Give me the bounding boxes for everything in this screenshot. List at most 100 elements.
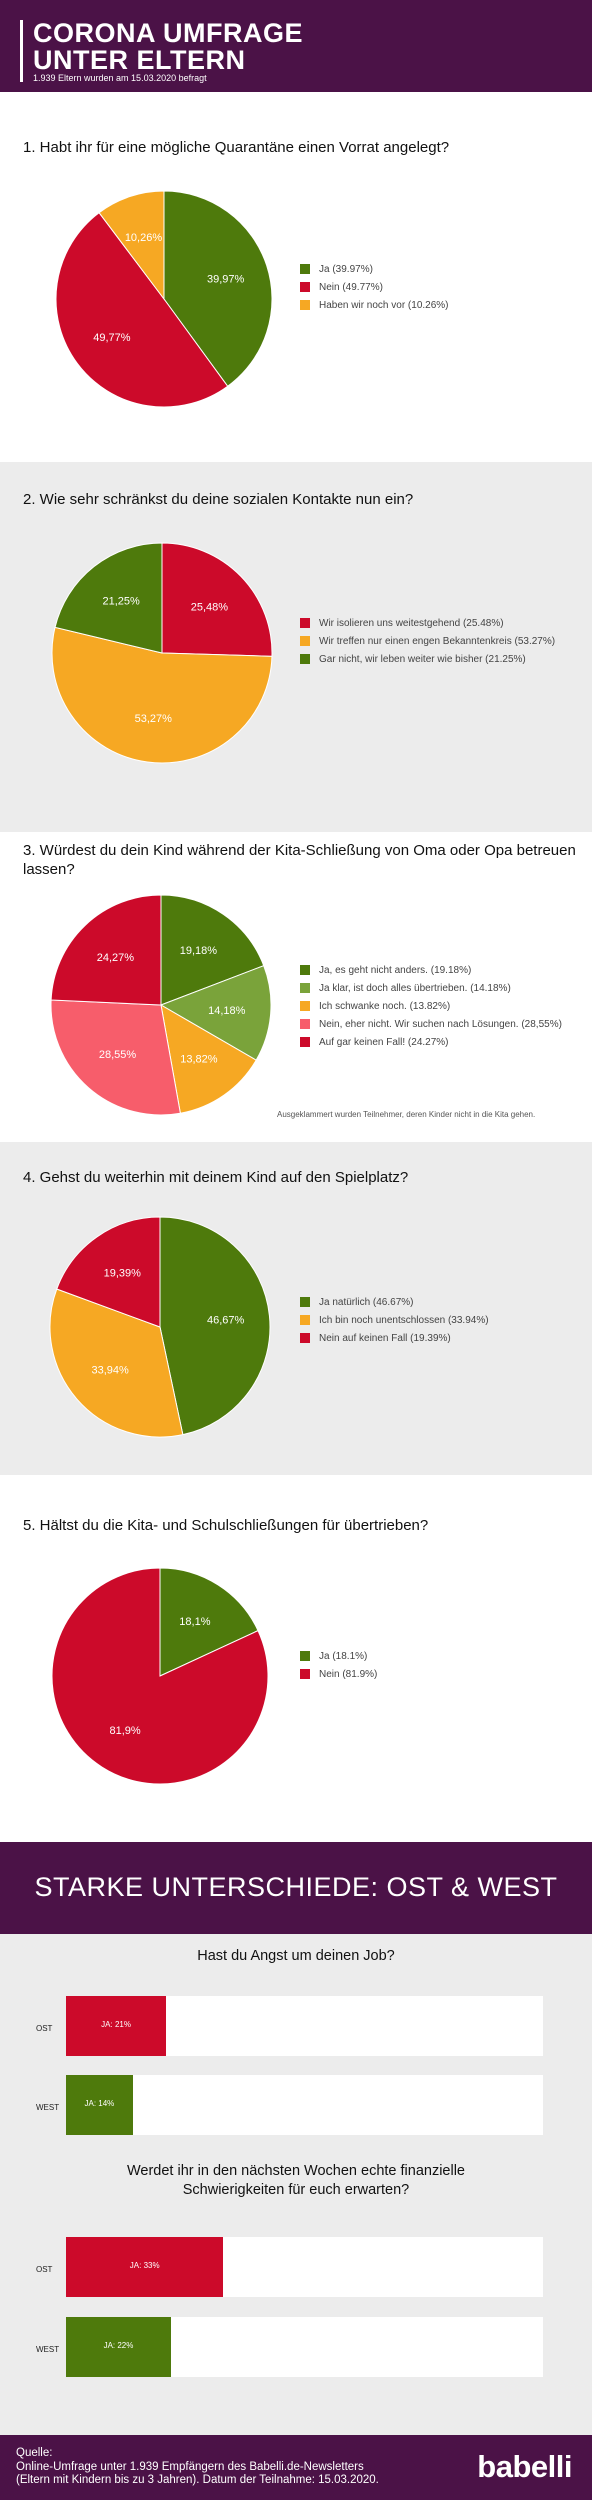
- pie-slice-1-3: [98, 190, 165, 301]
- question-4-title: 4. Gehst du weiterhin mit deinem Kind au…: [23, 1169, 409, 1186]
- legend-swatch: [300, 264, 310, 274]
- pie-slice-1-2: [55, 211, 229, 408]
- legend-item-2-1: Wir isolieren uns weitestgehend (25.48%): [300, 616, 555, 630]
- legend-swatch: [300, 1297, 310, 1307]
- legend-label: Nein, eher nicht. Wir suchen nach Lösung…: [319, 1018, 562, 1030]
- legend-label: Ja (39.97%): [319, 263, 373, 275]
- legend-item-3-1: Ja, es geht nicht anders. (19.18%): [300, 963, 562, 977]
- legend-label: Nein (81.9%): [319, 1668, 378, 1680]
- footer: Quelle: Online-Umfrage unter 1.939 Empfä…: [0, 2435, 592, 2500]
- bar-label-west-2: WEST: [36, 2345, 60, 2354]
- bar-value-west-1: JA: 14%: [84, 2099, 115, 2108]
- bar-west-job-fear: JA: 14%: [66, 2075, 133, 2135]
- header-accent-bar: [20, 20, 23, 82]
- bar-value-ost-1: JA: 21%: [101, 2020, 131, 2029]
- legend-item-1-1: Ja (39.97%): [300, 262, 449, 276]
- legend-swatch: [300, 654, 310, 664]
- pie-chart-q5: 18,1% 81,9%: [51, 1567, 269, 1785]
- legend-q2: Wir isolieren uns weitestgehend (25.48%)…: [300, 616, 555, 670]
- page-subtitle: 1.939 Eltern wurden am 15.03.2020 befrag…: [33, 73, 207, 83]
- source-label: Quelle:: [16, 2447, 53, 2459]
- legend-swatch: [300, 1315, 310, 1325]
- comparison-question-1: Hast du Angst um deinen Job?: [197, 1948, 395, 1964]
- pie-value-label-2-2: 53,27%: [135, 713, 173, 725]
- source-line-2: (Eltern mit Kindern bis zu 3 Jahren). Da…: [16, 2474, 379, 2486]
- comparison-question-2: Werdet ihr in den nächsten Wochen echte …: [126, 2163, 465, 2198]
- source-line-1: Online-Umfrage unter 1.939 Empfängern de…: [16, 2460, 364, 2473]
- pie-chart-q3: 19,18% 14,18% 13,82% 28,55% 24,27%: [50, 894, 272, 1116]
- legend-swatch: [300, 300, 310, 310]
- pie-value-label-4-1: 46,67%: [207, 1315, 245, 1327]
- legend-item-4-2: Ich bin noch unentschlossen (33.94%): [300, 1313, 489, 1327]
- bar-label-ost-1: OST: [36, 2024, 53, 2033]
- section-q3: 3. Würdest du dein Kind während der Kita…: [0, 832, 592, 1142]
- pie-value-label-1-1: 39,97%: [207, 273, 245, 285]
- pie-slice-1-1: [163, 190, 273, 387]
- pie-value-label-1-2: 49,77%: [93, 332, 131, 344]
- pie-value-label-3-2: 14,18%: [208, 1005, 246, 1017]
- question-2-title: 2. Wie sehr schränkst du deine sozialen …: [23, 491, 414, 508]
- pie-value-label-3-4: 28,55%: [99, 1049, 137, 1061]
- bar-label-west-1: WEST: [36, 2103, 60, 2112]
- section-q5: 5. Hältst du die Kita- und Schulschließu…: [0, 1475, 592, 1842]
- legend-q3: Ja, es geht nicht anders. (19.18%) Ja kla…: [300, 963, 562, 1053]
- section-q4: 4. Gehst du weiterhin mit deinem Kind au…: [0, 1142, 592, 1475]
- pie-slice-2-2: [51, 626, 273, 764]
- legend-label: Haben wir noch vor (10.26%): [319, 299, 449, 311]
- legend-q1: Ja (39.97%) Nein (49.77%) Haben wir noch v…: [300, 262, 449, 316]
- legend-q4: Ja natürlich (46.67%) Ich bin noch unents…: [300, 1295, 489, 1349]
- bar-ost-job-fear: JA: 21%: [66, 1996, 167, 2056]
- comparison-banner: STARKE UNTERSCHIEDE: OST & WEST: [0, 1842, 592, 1934]
- pie-slice-3-3: [160, 1004, 257, 1114]
- legend-label: Auf gar keinen Fall! (24.27%): [319, 1036, 449, 1048]
- legend-item-1-2: Nein (49.77%): [300, 280, 449, 294]
- babelli-logo[interactable]: babelli: [477, 2449, 572, 2484]
- legend-item-4-1: Ja natürlich (46.67%): [300, 1295, 489, 1309]
- pie-slice-4-2: [49, 1288, 184, 1438]
- pie-value-label-3-1: 19,18%: [180, 945, 218, 957]
- legend-label: Nein auf keinen Fall (19.39%): [319, 1332, 451, 1344]
- pie-slice-3-4: [50, 999, 181, 1116]
- legend-swatch: [300, 618, 310, 628]
- pie-value-label-1-3: 10,26%: [125, 232, 163, 244]
- pie-slice-3-5: [50, 894, 162, 1006]
- legend-label: Ja klar, ist doch alles übertrieben. (14…: [319, 982, 511, 994]
- pie-slice-4-3: [56, 1216, 161, 1328]
- pie-value-label-5-2: 81,9%: [110, 1725, 141, 1737]
- legend-swatch: [300, 1037, 310, 1047]
- pie-value-label-4-3: 19,39%: [104, 1267, 142, 1279]
- legend-label: Gar nicht, wir leben weiter wie bisher (…: [319, 653, 526, 665]
- legend-item-1-3: Haben wir noch vor (10.26%): [300, 298, 449, 312]
- comparison-banner-title: STARKE UNTERSCHIEDE: OST & WEST: [34, 1872, 558, 1902]
- section-q1: 1. Habt ihr für eine mögliche Quarantäne…: [0, 92, 592, 462]
- pie-slice-2-1: [161, 542, 273, 657]
- bar-ost-financial: JA: 33%: [66, 2237, 224, 2297]
- legend-item-3-4: Nein, eher nicht. Wir suchen nach Lösung…: [300, 1017, 562, 1031]
- pie-slice-2-3: [54, 542, 163, 654]
- legend-label: Ich schwanke noch. (13.82%): [319, 1000, 451, 1012]
- legend-item-2-2: Wir treffen nur einen engen Bekanntenkre…: [300, 634, 555, 648]
- legend-item-2-3: Gar nicht, wir leben weiter wie bisher (…: [300, 652, 555, 666]
- legend-item-3-5: Auf gar keinen Fall! (24.27%): [300, 1035, 562, 1049]
- title-line-2: UNTER ELTERN: [33, 45, 246, 75]
- pie-slice-3-1: [160, 894, 265, 1006]
- legend-label: Ich bin noch unentschlossen (33.94%): [319, 1314, 489, 1326]
- bar-west-financial: JA: 22%: [66, 2317, 171, 2377]
- pie-value-label-2-1: 25,48%: [191, 602, 229, 614]
- legend-item-3-2: Ja klar, ist doch alles übertrieben. (14…: [300, 981, 562, 995]
- legend-swatch: [300, 636, 310, 646]
- pie-slice-5-1: [159, 1567, 259, 1677]
- pie-chart-q2: 25,48% 53,27% 21,25%: [51, 542, 273, 764]
- legend-q5: Ja (18.1%) Nein (81.9%): [300, 1649, 377, 1685]
- legend-label: Wir isolieren uns weitestgehend (25.48%): [319, 617, 504, 629]
- title-line-1: CORONA UMFRAGE: [33, 18, 303, 48]
- legend-swatch: [300, 1001, 310, 1011]
- pie-chart-q1: 39,97% 49,77% 10,26%: [55, 190, 273, 408]
- question-5-title: 5. Hältst du die Kita- und Schulschließu…: [23, 1517, 429, 1534]
- pie-slice-4-1: [159, 1216, 271, 1436]
- legend-item-4-3: Nein auf keinen Fall (19.39%): [300, 1331, 489, 1345]
- source-text: Quelle: Online-Umfrage unter 1.939 Empfä…: [16, 2447, 456, 2488]
- pie-slice-5-2: [51, 1567, 269, 1785]
- legend-swatch: [300, 282, 310, 292]
- legend-swatch: [300, 1651, 310, 1661]
